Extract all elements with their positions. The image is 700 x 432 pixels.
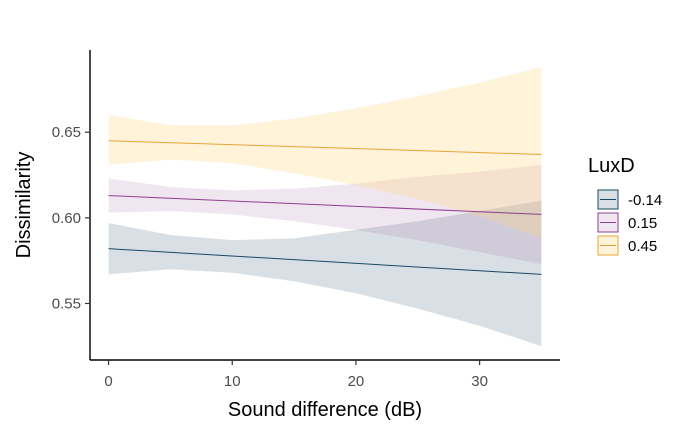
x-tick-label: 10 (224, 373, 241, 390)
confidence-ribbons (108, 67, 542, 347)
y-tick-label: 0.65 (52, 124, 81, 141)
legend-label: 0.15 (628, 215, 657, 232)
legend-label: -0.14 (628, 192, 662, 209)
ribbon-series-3 (108, 67, 542, 239)
line-series-2 (108, 195, 542, 215)
series-lines (108, 140, 542, 275)
legend-label: 0.45 (628, 238, 657, 255)
y-axis-ticks: 0.55 0.60 0.65 (52, 124, 90, 312)
x-axis-title: Sound difference (dB) (228, 399, 422, 421)
x-tick-label: 20 (348, 373, 365, 390)
legend-items: -0.14 0.15 0.45 (597, 189, 662, 256)
legend: LuxD -0.14 0.15 0.45 (588, 155, 662, 256)
ribbon-series-1 (108, 200, 542, 347)
line-series-3 (108, 140, 542, 155)
line-series-1 (108, 248, 542, 275)
y-tick-label: 0.60 (52, 210, 81, 227)
plot-area: 0.55 0.60 0.65 0 10 20 30 (52, 50, 560, 390)
x-tick-label: 30 (471, 373, 488, 390)
legend-title: LuxD (588, 155, 635, 177)
y-tick-label: 0.55 (52, 295, 81, 312)
y-axis-title: Dissimilarity (13, 152, 35, 259)
x-tick-label: 0 (104, 373, 112, 390)
ribbon-series-2 (108, 164, 542, 265)
x-axis-ticks: 0 10 20 30 (104, 360, 488, 390)
